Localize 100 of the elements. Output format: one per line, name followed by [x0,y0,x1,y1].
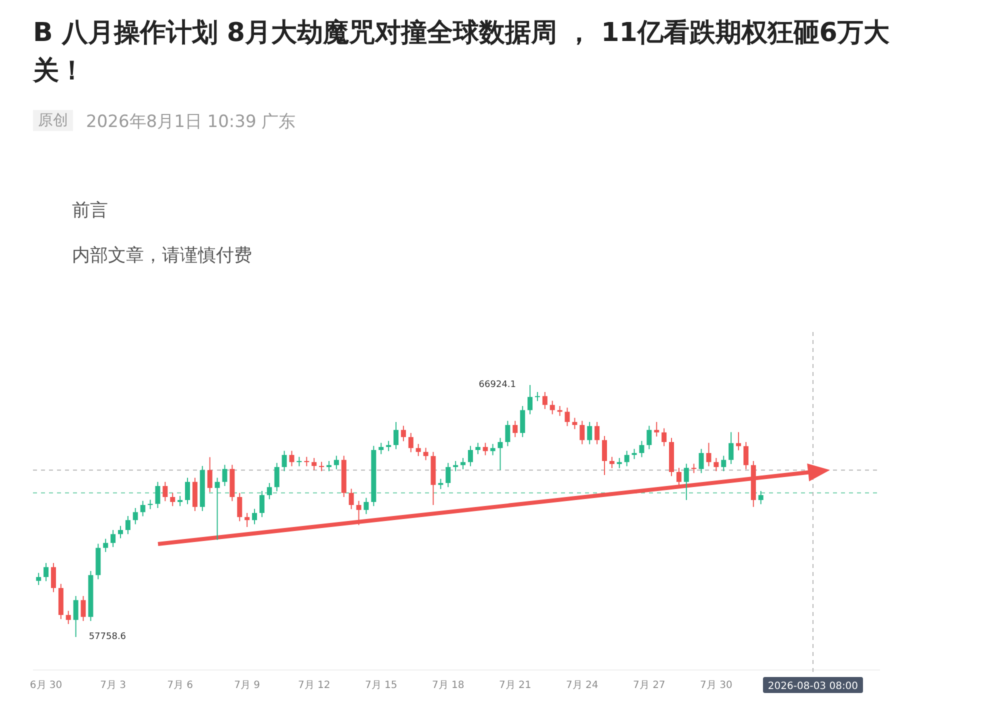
candlestick [475,442,480,455]
candlestick [400,425,406,442]
candlestick [498,437,503,471]
candlestick [334,455,339,470]
candlestick [118,525,123,539]
candlestick [304,456,310,467]
candlestick [564,407,570,427]
candlestick [602,435,607,476]
candlestick [691,463,696,474]
candlestick [252,508,258,525]
candlestick [259,490,264,518]
candlestick [616,457,622,469]
candlestick [185,477,190,505]
candlestick [378,442,384,455]
candlestick [408,432,414,453]
candlestick [482,442,488,456]
candlestick [103,538,108,553]
candlestick [110,530,116,548]
candlestick [639,440,644,458]
x-tick-label: 7月 15 [364,680,398,691]
candlestick [178,495,183,507]
candlestick [162,481,168,502]
candlestick [468,445,473,467]
candlestick [460,457,466,470]
candlestick [557,406,562,416]
candlestick [266,482,272,500]
candlestick [237,492,242,522]
candlestick [73,595,78,638]
candlestick [528,384,533,415]
candlestick [446,462,451,488]
x-tick-label: 7月 6 [167,680,194,691]
candlestick [386,440,392,452]
candlestick [706,442,712,467]
candlestick [394,421,398,450]
candlestick [222,464,228,487]
candlestick [155,481,160,509]
candlestick [721,455,726,472]
candlestick [580,420,585,445]
candlestick [416,443,421,457]
candlestick [743,442,748,470]
candlestick [534,391,540,402]
candlestick [572,417,578,430]
text: 内部文章，请谨慎付费 [72,244,252,267]
candlestick [490,443,496,456]
candlestick [758,490,764,505]
candlestick [505,420,510,447]
candlestick [148,499,153,510]
candlestick [170,492,176,507]
candlestick [36,572,42,586]
text: 前言 [72,199,108,222]
text: 原创 [33,110,73,131]
candlestick [520,406,526,438]
annotation: 57758.6 [88,632,126,642]
candlestick [632,448,637,460]
candlestick [453,460,458,472]
candlestick [214,477,220,540]
candlestick [274,462,280,492]
candlestick [326,460,332,472]
candlestick [714,457,719,472]
candlestick [728,432,734,465]
candlestick [80,595,86,622]
chart-title: B 八月操作计划 8月大劫魔咒对撞全球数据周 ， 11亿看跌期权狂砸6万大关！ [33,17,890,88]
candlestick [312,457,317,471]
candlestick [438,478,444,490]
x-tick-label: 7月 12 [298,680,330,691]
candlestick [348,488,354,510]
candlestick [66,610,71,625]
candlestick [646,425,652,450]
candlestick [319,461,324,472]
x-tick-label: 7月 21 [499,680,532,691]
text: 2026年8月1日 10:39 广东 [86,111,296,133]
candlestick [684,463,689,501]
annotation: 66924.1 [478,380,516,390]
x-tick-label: 7月 24 [566,680,598,691]
x-tick-label: 7月 9 [234,680,260,691]
candlestick [207,456,212,493]
candlestick [50,562,56,593]
candlestick [296,456,302,467]
candlestick [698,448,704,474]
candlestick [364,497,369,515]
candlestick [624,450,630,467]
x-tick-label: 7月 18 [432,680,464,691]
candlestick [609,456,614,469]
candlestick [289,450,294,467]
candlestick [132,508,138,525]
candlestick [125,515,130,535]
candlestick [550,400,555,415]
candlestick [423,447,428,461]
x-tick-label: 6月 30 [30,680,62,691]
candlestick [542,391,548,410]
ref-line-label: 2026-08-03 08:00 [768,681,858,692]
candlestick [594,421,600,445]
candlestick [140,500,146,517]
candlestick [282,450,287,472]
candlestick [736,432,742,451]
candlestick [662,428,667,447]
candlestick [44,562,49,582]
candlestick [356,500,362,526]
x-tick-label: 7月 3 [100,680,126,691]
x-tick-label: 7月 27 [633,680,666,691]
